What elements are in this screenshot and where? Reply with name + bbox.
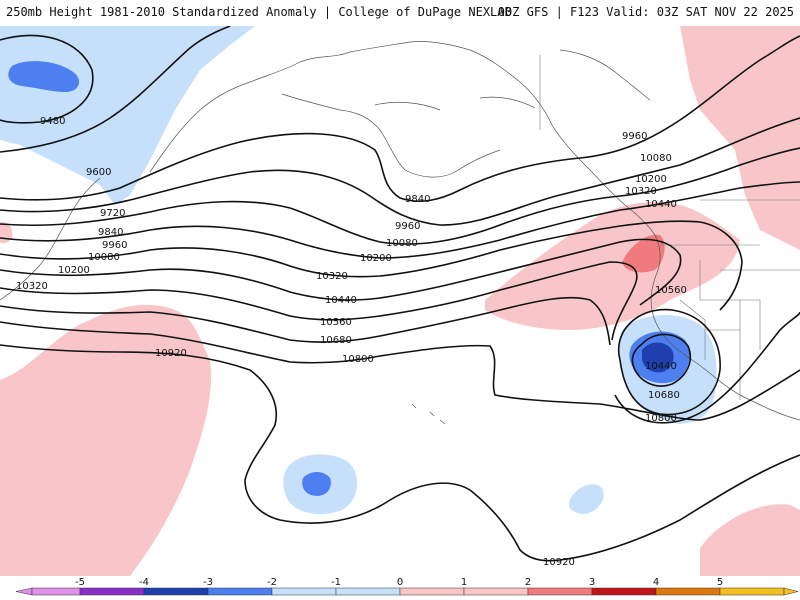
- contour-label: 10200: [58, 265, 90, 276]
- colorbar-segment: [399, 587, 465, 596]
- colorbar-tick: -1: [331, 577, 341, 588]
- contour-label: 9480: [40, 116, 65, 127]
- height-contours: [0, 26, 800, 562]
- contour-label: 10680: [320, 335, 352, 346]
- colorbar-tick: -2: [267, 577, 277, 588]
- colorbar-segment: [31, 587, 81, 596]
- colorbar-tick: -5: [75, 577, 85, 588]
- contour-label: 10920: [155, 348, 187, 359]
- colorbar-tick: 1: [461, 577, 467, 588]
- colorbar-segment: [143, 587, 209, 596]
- contour-label: 10560: [320, 317, 352, 328]
- contour-label: 10440: [645, 199, 677, 210]
- colorbar-tick: 2: [525, 577, 531, 588]
- colorbar-tick: 3: [589, 577, 595, 588]
- colorbar-segment: [591, 587, 657, 596]
- contour-label: 10800: [342, 354, 374, 365]
- colorbar-tick: 4: [653, 577, 659, 588]
- contour-label: 10680: [648, 390, 680, 401]
- contour-label: 10080: [88, 252, 120, 263]
- colorbar-segment: [335, 587, 401, 596]
- colorbar-segment: [79, 587, 145, 596]
- contour-label: 10080: [640, 153, 672, 164]
- positive-anomaly-central-pacific: [0, 304, 211, 576]
- colorbar-segment: [719, 587, 785, 596]
- contour-label: 9840: [405, 194, 430, 205]
- colorbar-segment: [655, 587, 721, 596]
- colorbar-tick: 0: [397, 577, 403, 588]
- contour-label: 10440: [325, 295, 357, 306]
- contour-label: 10440: [645, 361, 677, 372]
- positive-anomaly-ne: [680, 26, 800, 250]
- colorbar-segment: [271, 587, 337, 596]
- colorbar-segment: [527, 587, 593, 596]
- positive-anomaly-southeast: [700, 504, 800, 576]
- contour-labels: 9480 9600 9720 9840 9960 10080 10200 103…: [16, 116, 687, 568]
- contour-label: 9960: [102, 240, 127, 251]
- contour-label: 10320: [316, 271, 348, 282]
- contour-label: 9600: [86, 167, 111, 178]
- state-borders: [539, 55, 800, 400]
- negative-anomaly-subtropics: [568, 484, 604, 514]
- contour-label: 10920: [543, 557, 575, 568]
- contour-label: 9960: [622, 131, 647, 142]
- contour-label: 9960: [395, 221, 420, 232]
- contour-label: 10200: [635, 174, 667, 185]
- positive-anomaly-west-coast: [485, 202, 740, 330]
- colorbar-segments: [15, 587, 799, 596]
- colorbar-ticks: -5 -4 -3 -2 -1 0 1 2 3 4 5: [75, 577, 723, 588]
- colorbar-tick: 5: [717, 577, 723, 588]
- map-title: 250mb Height 1981-2010 Standardized Anom…: [6, 5, 512, 19]
- anomaly-map: 9480 9600 9720 9840 9960 10080 10200 103…: [0, 26, 800, 576]
- colorbar-tick: -4: [139, 577, 149, 588]
- contour-label: 10560: [655, 285, 687, 296]
- colorbar-min-arrow: [15, 587, 33, 596]
- strong-negative-nw: [8, 61, 80, 92]
- contour-label: 9840: [98, 227, 123, 238]
- strong-negative-hawaii-west: [302, 472, 331, 496]
- contour-label: 10800: [645, 413, 677, 424]
- strong-positive-oregon: [622, 234, 665, 273]
- contour-label: 10320: [625, 186, 657, 197]
- colorbar-segment: [463, 587, 529, 596]
- contour-label: 10320: [16, 281, 48, 292]
- model-run-info: 00Z GFS | F123 Valid: 03Z SAT NOV 22 202…: [497, 5, 794, 19]
- contour-label: 10200: [360, 253, 392, 264]
- color-legend: -5 -4 -3 -2 -1 0 1 2 3 4 5: [0, 576, 800, 600]
- colorbar-max-arrow: [783, 587, 799, 596]
- header-bar: 250mb Height 1981-2010 Standardized Anom…: [0, 0, 800, 26]
- contour-label: 9720: [100, 208, 125, 219]
- colorbar-segment: [207, 587, 273, 596]
- contour-label: 10080: [386, 238, 418, 249]
- core-negative-california: [642, 342, 674, 373]
- colorbar-tick: -3: [203, 577, 213, 588]
